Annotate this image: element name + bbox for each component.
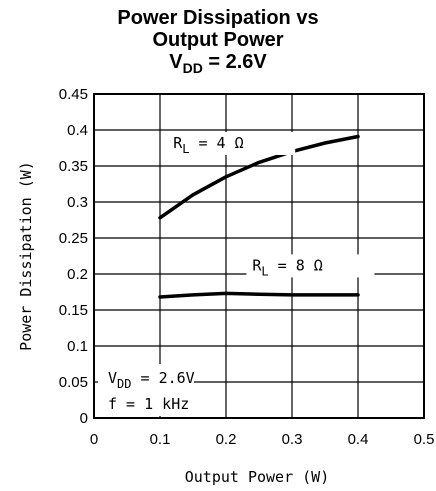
series <box>158 134 360 299</box>
chart-title-line-3: VDD = 2.6V <box>0 51 436 79</box>
annotation-vdd-subscript: DD <box>117 377 131 391</box>
title-v: V <box>169 51 183 73</box>
plot-frame <box>93 93 425 419</box>
series-label-value: = 4 Ω <box>189 134 243 152</box>
series-label-r: R <box>252 256 262 274</box>
chart-title-line-1: Power Dissipation vs <box>117 7 319 29</box>
chart-title-line-2: Output Power <box>152 29 284 51</box>
series-line-8-ohm <box>158 291 360 299</box>
annotation-frequency: f = 1 kHz <box>108 395 189 413</box>
series-label-background <box>246 254 375 278</box>
x-tick-label: 0.5 <box>414 431 435 448</box>
y-tick-label: 0.45 <box>59 86 88 103</box>
title-v-value: = 2.6V <box>202 51 267 73</box>
series-labels: RL = 4 ΩRL = 8 Ω <box>167 132 375 278</box>
y-tick-label: 0.1 <box>67 338 88 355</box>
y-axis-title: Power Dissipation (W) <box>17 161 35 351</box>
y-tick-label: 0.4 <box>67 122 88 139</box>
y-tick-label: 0.15 <box>59 302 88 319</box>
annotation-vdd-value: = 2.6V <box>131 369 194 387</box>
conditions-annotation: VDD = 2.6V f = 1 kHz <box>98 364 195 416</box>
series-label-value: = 8 Ω <box>269 256 323 274</box>
y-tick-label: 0.2 <box>67 266 88 283</box>
series-label-r: R <box>173 134 183 152</box>
series-label: RL = 4 Ω <box>173 134 243 156</box>
x-axis-title: Output Power (W) <box>185 468 330 486</box>
y-tick-label: 0.05 <box>59 374 88 391</box>
y-tick-label: 0.35 <box>59 158 88 175</box>
series-label-subscript: L <box>182 142 189 156</box>
y-tick-label: 0.25 <box>59 230 88 247</box>
x-tick-label: 0 <box>90 431 98 448</box>
series-label-background <box>167 132 296 155</box>
y-tick-label: 0 <box>80 410 88 427</box>
title-v-subscript: DD <box>182 60 203 76</box>
x-tick-label: 0.1 <box>150 431 171 448</box>
annotation-vdd: VDD = 2.6V <box>108 369 195 391</box>
series-line-4-ohm <box>158 134 360 220</box>
annotation-background <box>98 364 194 416</box>
y-tick-label: 0.3 <box>67 194 88 211</box>
x-tick-label: 0.4 <box>348 431 369 448</box>
annotation-vdd-v: V <box>108 369 117 387</box>
tick-labels: 0 0.1 0.2 0.3 0.4 0.5 0 0.05 0.1 0.15 0.2 0.25 0.3 0.… <box>59 86 435 448</box>
x-tick-label: 0.3 <box>282 431 303 448</box>
series-label: RL = 8 Ω <box>252 256 322 278</box>
x-tick-label: 0.2 <box>216 431 237 448</box>
series-label-subscript: L <box>261 264 268 278</box>
